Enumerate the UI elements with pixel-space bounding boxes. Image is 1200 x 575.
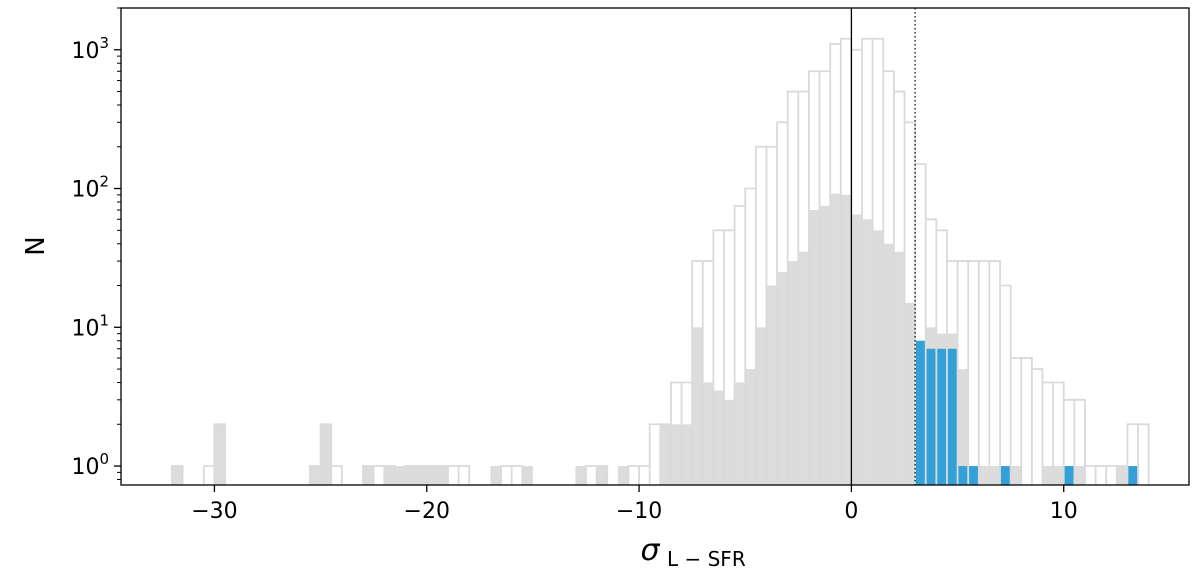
y-axis-ticks: 100 101 102 103: [71, 7, 121, 480]
histogram-bar: [575, 466, 586, 485]
histogram-bar: [1116, 466, 1128, 485]
histogram-bar: [1127, 466, 1139, 485]
histogram-bar: [596, 466, 608, 485]
x-axis-label: σ: [640, 533, 660, 568]
histogram-bar: [851, 214, 863, 485]
histogram-bar: [755, 327, 767, 485]
x-tick-label: −20: [404, 499, 450, 524]
y-tick-label: 101: [71, 311, 109, 341]
x-tick-label: −30: [191, 499, 237, 524]
histogram-bar: [490, 466, 502, 485]
histogram-bar: [1053, 466, 1064, 485]
histogram-bar: [957, 466, 969, 485]
histogram-bar: [724, 399, 735, 485]
x-axis-label-subscript: L − SFR: [667, 547, 746, 571]
histogram-outline: [171, 37, 1150, 485]
histogram-bar: [777, 272, 788, 485]
histogram-bar: [394, 466, 406, 485]
histogram-bar: [437, 466, 448, 485]
histogram-bar: [957, 369, 969, 485]
histogram-bar: [904, 302, 916, 485]
histogram-bar: [936, 348, 947, 485]
histogram-bar: [405, 466, 417, 485]
histogram-bar: [734, 382, 746, 485]
histogram-bar: [670, 424, 682, 485]
histogram-bar: [1074, 466, 1085, 485]
histogram-bar: [819, 205, 831, 485]
x-tick-label: 0: [844, 499, 858, 524]
histogram-bar: [713, 390, 725, 485]
histogram-bar: [766, 285, 778, 485]
histogram-bar: [416, 466, 427, 485]
histogram-bar: [915, 340, 926, 485]
axes-frame: [120, 7, 1190, 486]
y-axis-label: N: [21, 236, 51, 255]
y-tick-label: 100: [71, 450, 109, 480]
y-tick-label: 103: [71, 34, 109, 64]
y-tick-label: 102: [71, 173, 109, 203]
histogram-bar: [1010, 466, 1022, 485]
histogram-bar: [363, 466, 374, 485]
histogram-bar: [214, 424, 226, 485]
histogram-bar: [989, 466, 1001, 485]
histogram-bar: [1000, 466, 1011, 485]
histogram-bar: [692, 327, 703, 485]
histogram-bar: [893, 251, 905, 485]
histogram-bar: [522, 466, 533, 485]
histogram-bar: [171, 466, 183, 485]
histogram-bar: [702, 382, 714, 485]
histogram-bar: [681, 424, 693, 485]
histogram-bar: [968, 466, 979, 485]
reference-lines: [850, 8, 916, 485]
histogram-bar: [946, 348, 958, 485]
histogram-bar: [745, 369, 756, 485]
x-tick-label: −10: [616, 499, 662, 524]
histogram-bar: [808, 210, 820, 485]
histogram-bar: [883, 243, 894, 485]
histogram-bar: [872, 230, 884, 485]
histogram-bar: [978, 466, 990, 485]
histogram-bar: [617, 466, 629, 485]
bars-layer: [171, 37, 1150, 485]
histogram-bar: [384, 466, 395, 485]
x-tick-label: 10: [1050, 499, 1078, 524]
histogram-bar: [925, 348, 937, 485]
histogram-bar: [320, 424, 332, 485]
histogram-bar: [787, 261, 799, 485]
histogram-bar: [426, 466, 438, 485]
histogram-bar: [830, 193, 841, 485]
histogram-bar: [660, 424, 671, 485]
histogram-bar: [309, 466, 321, 485]
x-axis-ticks: −30 −20 −10 0 10: [191, 485, 1078, 524]
histogram-bar: [1063, 466, 1075, 485]
histogram-bar: [862, 219, 873, 485]
histogram-bar: [1042, 466, 1054, 485]
histogram-bar: [840, 194, 852, 485]
plot-area: [171, 8, 1150, 485]
histogram-bar: [798, 251, 809, 485]
